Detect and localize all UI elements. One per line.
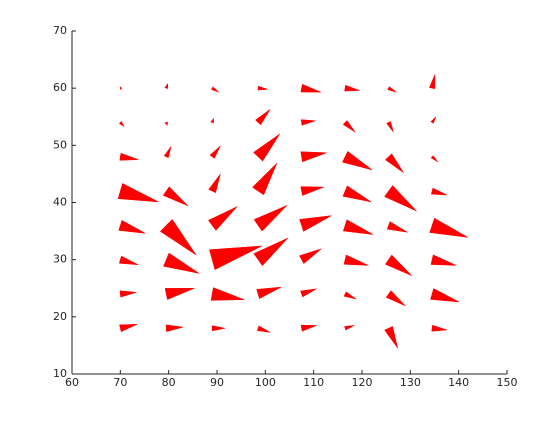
arrow <box>253 133 281 162</box>
arrow <box>165 324 184 332</box>
arrow <box>253 205 288 232</box>
arrow <box>118 219 146 234</box>
x-tick-label: 60 <box>65 376 79 389</box>
arrow <box>343 254 369 266</box>
y-tick-label: 10 <box>53 367 67 380</box>
arrow <box>257 85 268 91</box>
arrow <box>384 326 399 349</box>
x-tick-label: 80 <box>162 376 176 389</box>
x-tick-label: 130 <box>400 376 421 389</box>
arrow <box>342 219 374 235</box>
arrow <box>431 324 448 332</box>
arrow <box>299 248 322 265</box>
arrow <box>342 120 356 133</box>
arrow <box>210 287 245 301</box>
arrow <box>164 82 168 89</box>
x-tick-label: 140 <box>448 376 469 389</box>
arrow <box>344 325 355 331</box>
arrow <box>300 83 322 93</box>
arrow <box>430 288 460 303</box>
arrow <box>159 218 197 256</box>
arrow <box>252 162 278 196</box>
arrow <box>384 185 417 212</box>
x-tick-label: 90 <box>210 376 224 389</box>
arrow <box>299 215 332 232</box>
arrow <box>300 119 316 126</box>
arrow <box>344 84 360 92</box>
arrow <box>387 86 397 93</box>
y-tick-label: 70 <box>53 24 67 37</box>
arrow <box>164 121 168 126</box>
arrow <box>256 286 282 299</box>
arrow <box>385 290 406 307</box>
arrow <box>430 155 439 163</box>
arrow <box>255 109 271 126</box>
arrow <box>119 290 137 298</box>
arrow <box>208 206 238 231</box>
arrow <box>119 152 139 161</box>
arrow <box>210 86 220 93</box>
arrow <box>253 237 289 267</box>
y-tick-label: 50 <box>53 138 67 151</box>
x-tick-label: 150 <box>497 376 518 389</box>
arrow <box>162 186 189 207</box>
arrow <box>300 288 317 298</box>
arrow <box>209 245 263 270</box>
arrow <box>430 254 457 266</box>
arrow <box>386 121 394 133</box>
x-tick-label: 70 <box>113 376 127 389</box>
arrow <box>118 121 125 128</box>
arrow <box>163 146 172 159</box>
arrow <box>342 185 372 203</box>
arrow <box>343 291 357 300</box>
x-tick-label: 120 <box>352 376 373 389</box>
arrow <box>211 325 226 332</box>
arrow <box>385 254 412 276</box>
y-tick-label: 20 <box>53 310 67 323</box>
arrow <box>119 324 138 333</box>
x-tick-label: 100 <box>255 376 276 389</box>
arrow <box>430 116 437 124</box>
arrow <box>428 74 436 90</box>
arrow <box>118 255 139 266</box>
arrow <box>210 117 214 124</box>
x-tick-label: 110 <box>303 376 324 389</box>
arrow <box>209 145 221 159</box>
arrow <box>342 150 373 171</box>
y-tick-label: 60 <box>53 81 67 94</box>
y-tick-label: 30 <box>53 253 67 266</box>
arrow <box>120 86 123 91</box>
arrow <box>300 325 317 332</box>
arrow <box>163 252 200 274</box>
arrow <box>384 153 404 173</box>
arrow <box>256 325 271 333</box>
arrow <box>300 151 327 163</box>
arrow <box>386 221 408 233</box>
arrow <box>117 183 159 203</box>
arrow <box>208 173 221 194</box>
arrow <box>430 187 448 196</box>
arrow <box>300 186 324 196</box>
arrow <box>164 288 195 300</box>
y-tick-label: 40 <box>53 196 67 209</box>
arrow <box>429 217 468 238</box>
